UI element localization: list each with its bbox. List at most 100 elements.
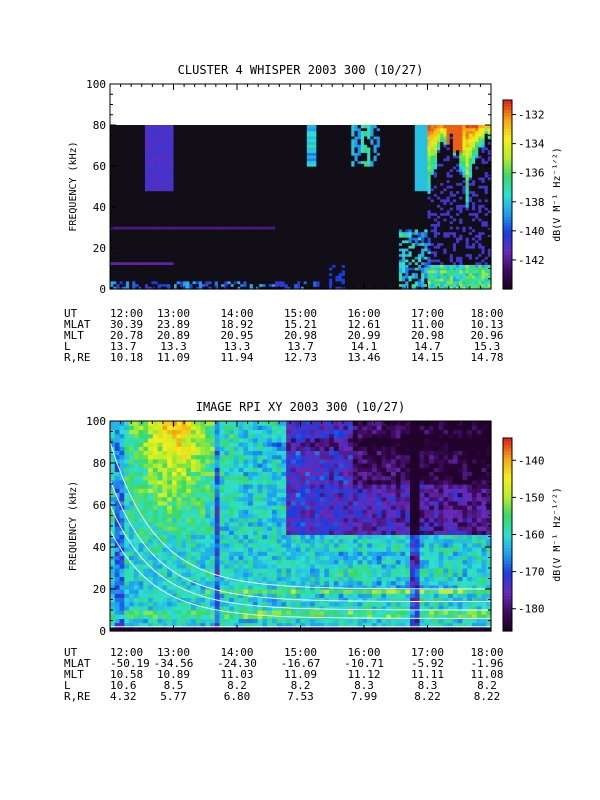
heatmap-cell: [195, 171, 200, 175]
heatmap-cell: [151, 176, 156, 181]
heatmap-cell: [214, 256, 219, 260]
heatmap-cell: [243, 239, 248, 244]
heatmap-cell: [230, 239, 235, 244]
heatmap-cell: [221, 160, 225, 164]
heatmap-cell: [198, 275, 203, 279]
heatmap-cell: [205, 248, 210, 252]
heatmap-cell: [176, 245, 181, 249]
heatmap-cell: [230, 228, 235, 233]
heatmap-cell: [278, 280, 283, 285]
heatmap-cell: [214, 127, 219, 132]
heatmap-cell: [233, 207, 238, 211]
heatmap-cell: [132, 231, 136, 235]
heatmap-cell: [275, 220, 279, 224]
heatmap-cell: [110, 160, 114, 164]
heatmap-cell: [227, 196, 232, 200]
heatmap-cell: [249, 223, 254, 227]
heatmap-cell: [125, 166, 130, 170]
heatmap-cell: [135, 185, 140, 189]
heatmap-cell: [192, 157, 197, 162]
heatmap-cell: [144, 207, 149, 211]
heatmap-cell: [116, 185, 121, 189]
heatmap-cell: [151, 152, 156, 156]
heatmap-cell: [256, 133, 260, 137]
heatmap-cell: [179, 190, 184, 194]
heatmap-cell: [163, 133, 168, 137]
heatmap-cell: [278, 138, 283, 142]
heatmap-cell: [217, 135, 222, 140]
heatmap-cell: [237, 201, 241, 205]
heatmap-cell: [163, 146, 168, 151]
heatmap-cell: [243, 286, 248, 290]
heatmap-cell: [186, 171, 190, 175]
heatmap-cell: [240, 250, 244, 255]
heatmap-cell: [110, 239, 114, 244]
heatmap-cell: [179, 196, 184, 200]
heatmap-cell: [198, 196, 203, 200]
heatmap-cell: [198, 160, 203, 164]
heatmap-cell: [233, 149, 238, 153]
heatmap-cell: [214, 157, 219, 162]
heatmap-cell: [189, 171, 194, 175]
heatmap-cell: [113, 204, 117, 208]
heatmap-cell: [170, 201, 175, 205]
heatmap-cell: [195, 133, 200, 137]
heatmap-cell: [122, 231, 127, 235]
heatmap-cell: [262, 237, 267, 241]
heatmap-cell: [163, 187, 168, 192]
heatmap-cell: [268, 239, 273, 244]
heatmap-cell: [116, 125, 121, 129]
heatmap-cell: [167, 152, 171, 156]
heatmap-cell: [237, 220, 241, 224]
heatmap-cell: [160, 166, 165, 170]
heatmap-cell: [240, 176, 244, 181]
heatmap-cell: [252, 248, 257, 252]
heatmap-cell: [217, 163, 222, 167]
heatmap-cell: [144, 253, 149, 257]
heatmap-cell: [268, 217, 273, 222]
heatmap-cell: [249, 141, 254, 145]
heatmap-cell: [243, 226, 248, 230]
heatmap-cell: [129, 185, 133, 189]
heatmap-cell: [125, 144, 130, 148]
heatmap-cell: [154, 228, 159, 233]
heatmap-cell: [205, 201, 210, 205]
heatmap-cell: [135, 171, 140, 175]
heatmap-cell: [237, 278, 241, 282]
heatmap-cell: [135, 215, 140, 219]
heatmap-cell: [230, 283, 235, 287]
heatmap-cell: [202, 207, 206, 211]
heatmap-cell: [148, 242, 152, 246]
heatmap-cell: [275, 163, 279, 167]
heatmap-cell: [268, 272, 273, 276]
heatmap-cell: [205, 215, 210, 219]
heatmap-cell: [119, 228, 124, 233]
heatmap-cell: [259, 258, 263, 263]
heatmap-cell: [262, 160, 267, 164]
heatmap-cell: [256, 166, 260, 170]
heatmap-cell: [179, 166, 184, 170]
heatmap-cell: [278, 182, 283, 186]
heatmap-cell: [135, 133, 140, 137]
heatmap-cell: [179, 135, 184, 140]
heatmap-cell: [148, 264, 152, 268]
heatmap-cell: [240, 166, 244, 170]
heatmap-cell: [170, 286, 175, 290]
heatmap-cell: [246, 256, 251, 260]
heatmap-cell: [227, 264, 232, 268]
heatmap-cell: [183, 127, 187, 132]
heatmap-cell: [246, 278, 251, 282]
heatmap-cell: [132, 256, 136, 260]
heatmap-cell: [144, 272, 149, 276]
heatmap-cell: [113, 127, 117, 132]
heatmap-cell: [243, 193, 248, 197]
heatmap-cell: [268, 264, 273, 268]
heatmap-cell: [189, 215, 194, 219]
heatmap-cell: [173, 245, 178, 249]
heatmap-cell: [240, 152, 244, 156]
heatmap-cell: [252, 193, 257, 197]
heatmap-cell: [217, 212, 222, 216]
heatmap-cell: [179, 256, 184, 260]
heatmap-cell: [195, 204, 200, 208]
heatmap-cell: [167, 258, 171, 263]
